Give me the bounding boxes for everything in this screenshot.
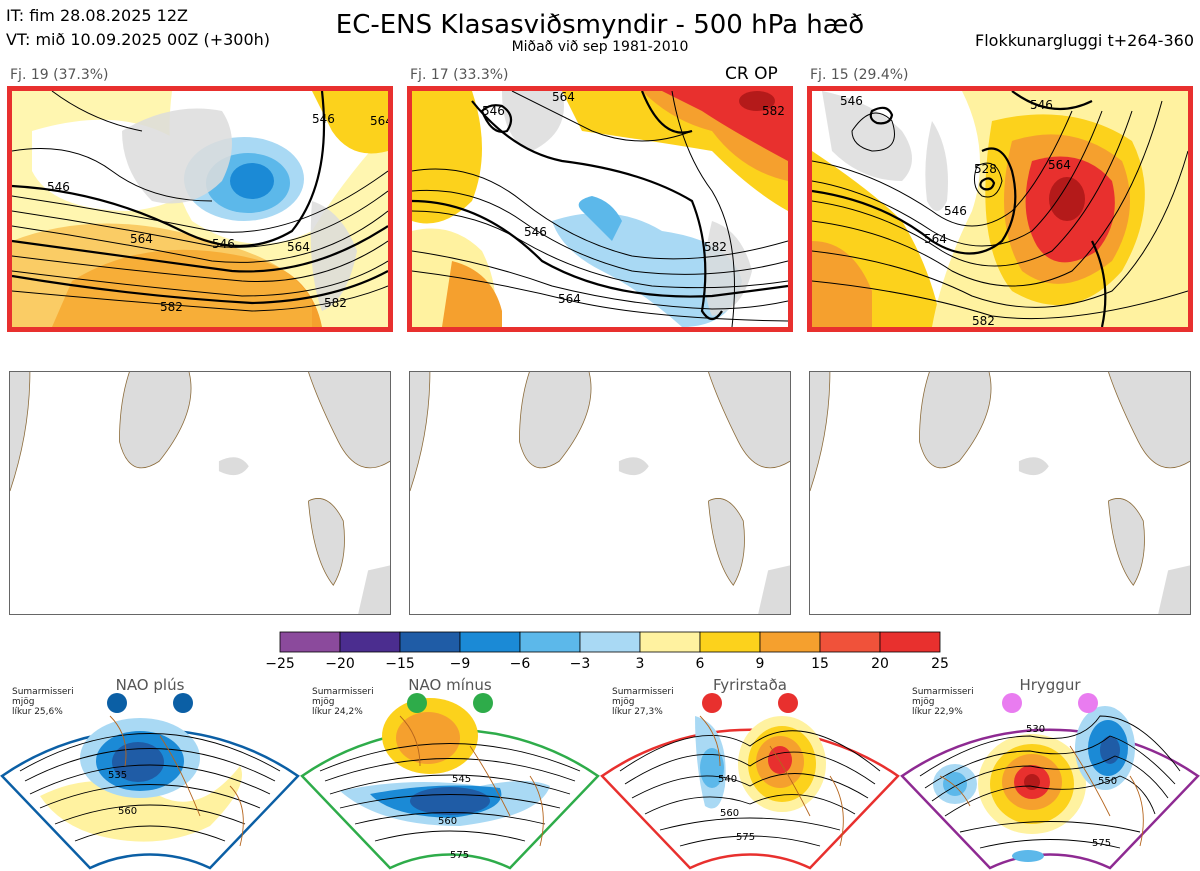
contour-label: 582	[762, 104, 785, 118]
colorbar-bin	[699, 631, 761, 653]
regime-note: Sumarmisseri mjög líkur 25,6%	[12, 687, 74, 717]
contour-label: 546	[1030, 98, 1053, 112]
contour-label: 582	[704, 240, 727, 254]
regime-note: Sumarmisseri mjög líkur 27,3%	[612, 687, 674, 717]
contour-label: 546	[840, 94, 863, 108]
colorbar-tick-label: −6	[510, 656, 531, 672]
cluster-map-3: 546 546 528 564 546 564 582	[807, 86, 1193, 332]
contour-label: 564	[287, 240, 310, 254]
colorbar-tick-label: −3	[570, 656, 591, 672]
cr-op-marker: CR OP	[725, 64, 778, 84]
contour-label: 560	[118, 806, 137, 817]
colorbar-tick-label: 15	[811, 656, 829, 672]
colorbar-bin	[639, 631, 701, 653]
colorbar-bin	[579, 631, 641, 653]
valid-time: VT: mið 10.09.2025 00Z (+300h)	[6, 30, 271, 49]
regime-blocking: 540 560 575 Fyrirstaða Sumarmisseri mjög l…	[600, 676, 900, 871]
contour-label: 575	[450, 850, 469, 861]
colorbar-bin	[399, 631, 461, 653]
regime-title: Fyrirstaða	[713, 676, 787, 694]
regime-ridge: 530 550 575 Hryggur Sumarmisseri mjög líku…	[900, 676, 1200, 871]
colorbar-tick-label: 6	[696, 656, 705, 672]
contour-label: 528	[974, 162, 997, 176]
contour-label: 582	[972, 314, 995, 327]
regime-note: Sumarmisseri mjög líkur 22,9%	[912, 687, 974, 717]
empty-map-2	[409, 371, 791, 615]
contour-label: 546	[47, 180, 70, 194]
contour-label: 546	[212, 237, 235, 251]
cluster-map-2: 546 564 546 564 582 582	[407, 86, 793, 332]
contour-label: 564	[1048, 158, 1071, 172]
colorbar-tick-label: 25	[931, 656, 949, 672]
colorbar-tick-label: −15	[385, 656, 415, 672]
contour-label: 582	[160, 300, 183, 314]
regime-title: NAO plús	[115, 676, 185, 694]
regime-title: Hryggur	[1019, 676, 1081, 694]
colorbar-tick-label: 9	[756, 656, 765, 672]
contour-label: 535	[108, 770, 127, 781]
contour-label: 560	[720, 808, 739, 819]
classification-window: Flokkunargluggi t+264-360	[975, 31, 1194, 50]
contour-label: 540	[718, 774, 737, 785]
regime-title: NAO mínus	[408, 676, 492, 694]
colorbar-bin	[459, 631, 521, 653]
colorbar-bin	[879, 631, 941, 653]
contour-label: 560	[438, 816, 457, 827]
contour-label: 564	[552, 91, 575, 104]
initial-time: IT: fim 28.08.2025 12Z	[6, 6, 188, 25]
contour-label: 564	[370, 114, 388, 128]
colorbar-tick-label: 20	[871, 656, 889, 672]
cluster-label-3: Fj. 15 (29.4%)	[810, 67, 909, 83]
colorbar-bin	[519, 631, 581, 653]
cluster-map-1: 546 546 564 582 546 564 582 564	[7, 86, 393, 332]
contour-label: 550	[1098, 776, 1117, 787]
regime-nao-minus: 545 560 575 NAO mínus Sumarmisseri mjög lí…	[300, 676, 600, 871]
contour-label: 546	[482, 104, 505, 118]
cluster-label-2: Fj. 17 (33.3%)	[410, 67, 509, 83]
colorbar-tick-label: −9	[450, 656, 471, 672]
contour-label: 564	[558, 292, 581, 306]
contour-label: 530	[1026, 724, 1045, 735]
contour-label: 545	[452, 774, 471, 785]
contour-label: 546	[524, 225, 547, 239]
page-subtitle: Miðað við sep 1981-2010	[511, 39, 689, 55]
contour-label: 582	[324, 296, 347, 310]
regime-note: Sumarmisseri mjög líkur 24,2%	[312, 687, 374, 717]
anomaly-colorbar: −25 −20 −15 −9 −6 −3 3 6 9 15 20 25	[265, 631, 949, 672]
regime-nao-plus: 535 560 NAO plús Sumarmisseri mjög líkur 2…	[0, 676, 300, 871]
colorbar-tick-label: −25	[265, 656, 295, 672]
colorbar-bin	[819, 631, 881, 653]
contour-label: 546	[312, 112, 335, 126]
cluster-label-1: Fj. 19 (37.3%)	[10, 67, 109, 83]
empty-map-1	[9, 371, 391, 615]
colorbar-tick-label: −20	[325, 656, 355, 672]
page-title: EC-ENS Klasasviðsmyndir - 500 hPa hæð	[335, 10, 865, 40]
contour-label: 564	[924, 232, 947, 246]
colorbar-tick-label: 3	[636, 656, 645, 672]
empty-map-3	[809, 371, 1191, 615]
colorbar-bin	[279, 631, 341, 653]
contour-label: 564	[130, 232, 153, 246]
contour-label: 575	[736, 832, 755, 843]
contour-label: 575	[1092, 838, 1111, 849]
contour-label: 546	[944, 204, 967, 218]
colorbar-bin	[339, 631, 401, 653]
colorbar-bin	[759, 631, 821, 653]
